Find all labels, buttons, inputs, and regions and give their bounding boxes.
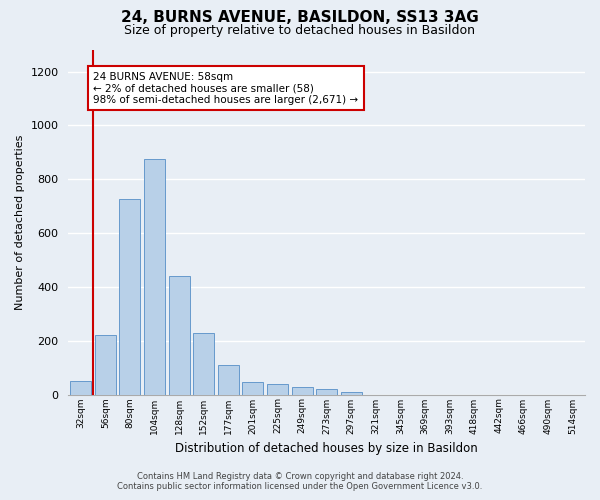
Bar [169,276,190,394]
Text: 24, BURNS AVENUE, BASILDON, SS13 3AG: 24, BURNS AVENUE, BASILDON, SS13 3AG [121,10,479,25]
Bar [193,332,214,394]
Text: Size of property relative to detached houses in Basildon: Size of property relative to detached ho… [125,24,476,37]
Bar [242,382,263,394]
Y-axis label: Number of detached properties: Number of detached properties [15,134,25,310]
Bar [119,200,140,394]
Bar [267,384,288,394]
Bar [218,366,239,394]
Bar [144,159,165,394]
Bar [316,389,337,394]
Text: 24 BURNS AVENUE: 58sqm
← 2% of detached houses are smaller (58)
98% of semi-deta: 24 BURNS AVENUE: 58sqm ← 2% of detached … [94,72,359,104]
Bar [292,387,313,394]
X-axis label: Distribution of detached houses by size in Basildon: Distribution of detached houses by size … [175,442,478,455]
Bar [70,381,91,394]
Text: Contains HM Land Registry data © Crown copyright and database right 2024.
Contai: Contains HM Land Registry data © Crown c… [118,472,482,491]
Bar [95,336,116,394]
Bar [341,392,362,394]
